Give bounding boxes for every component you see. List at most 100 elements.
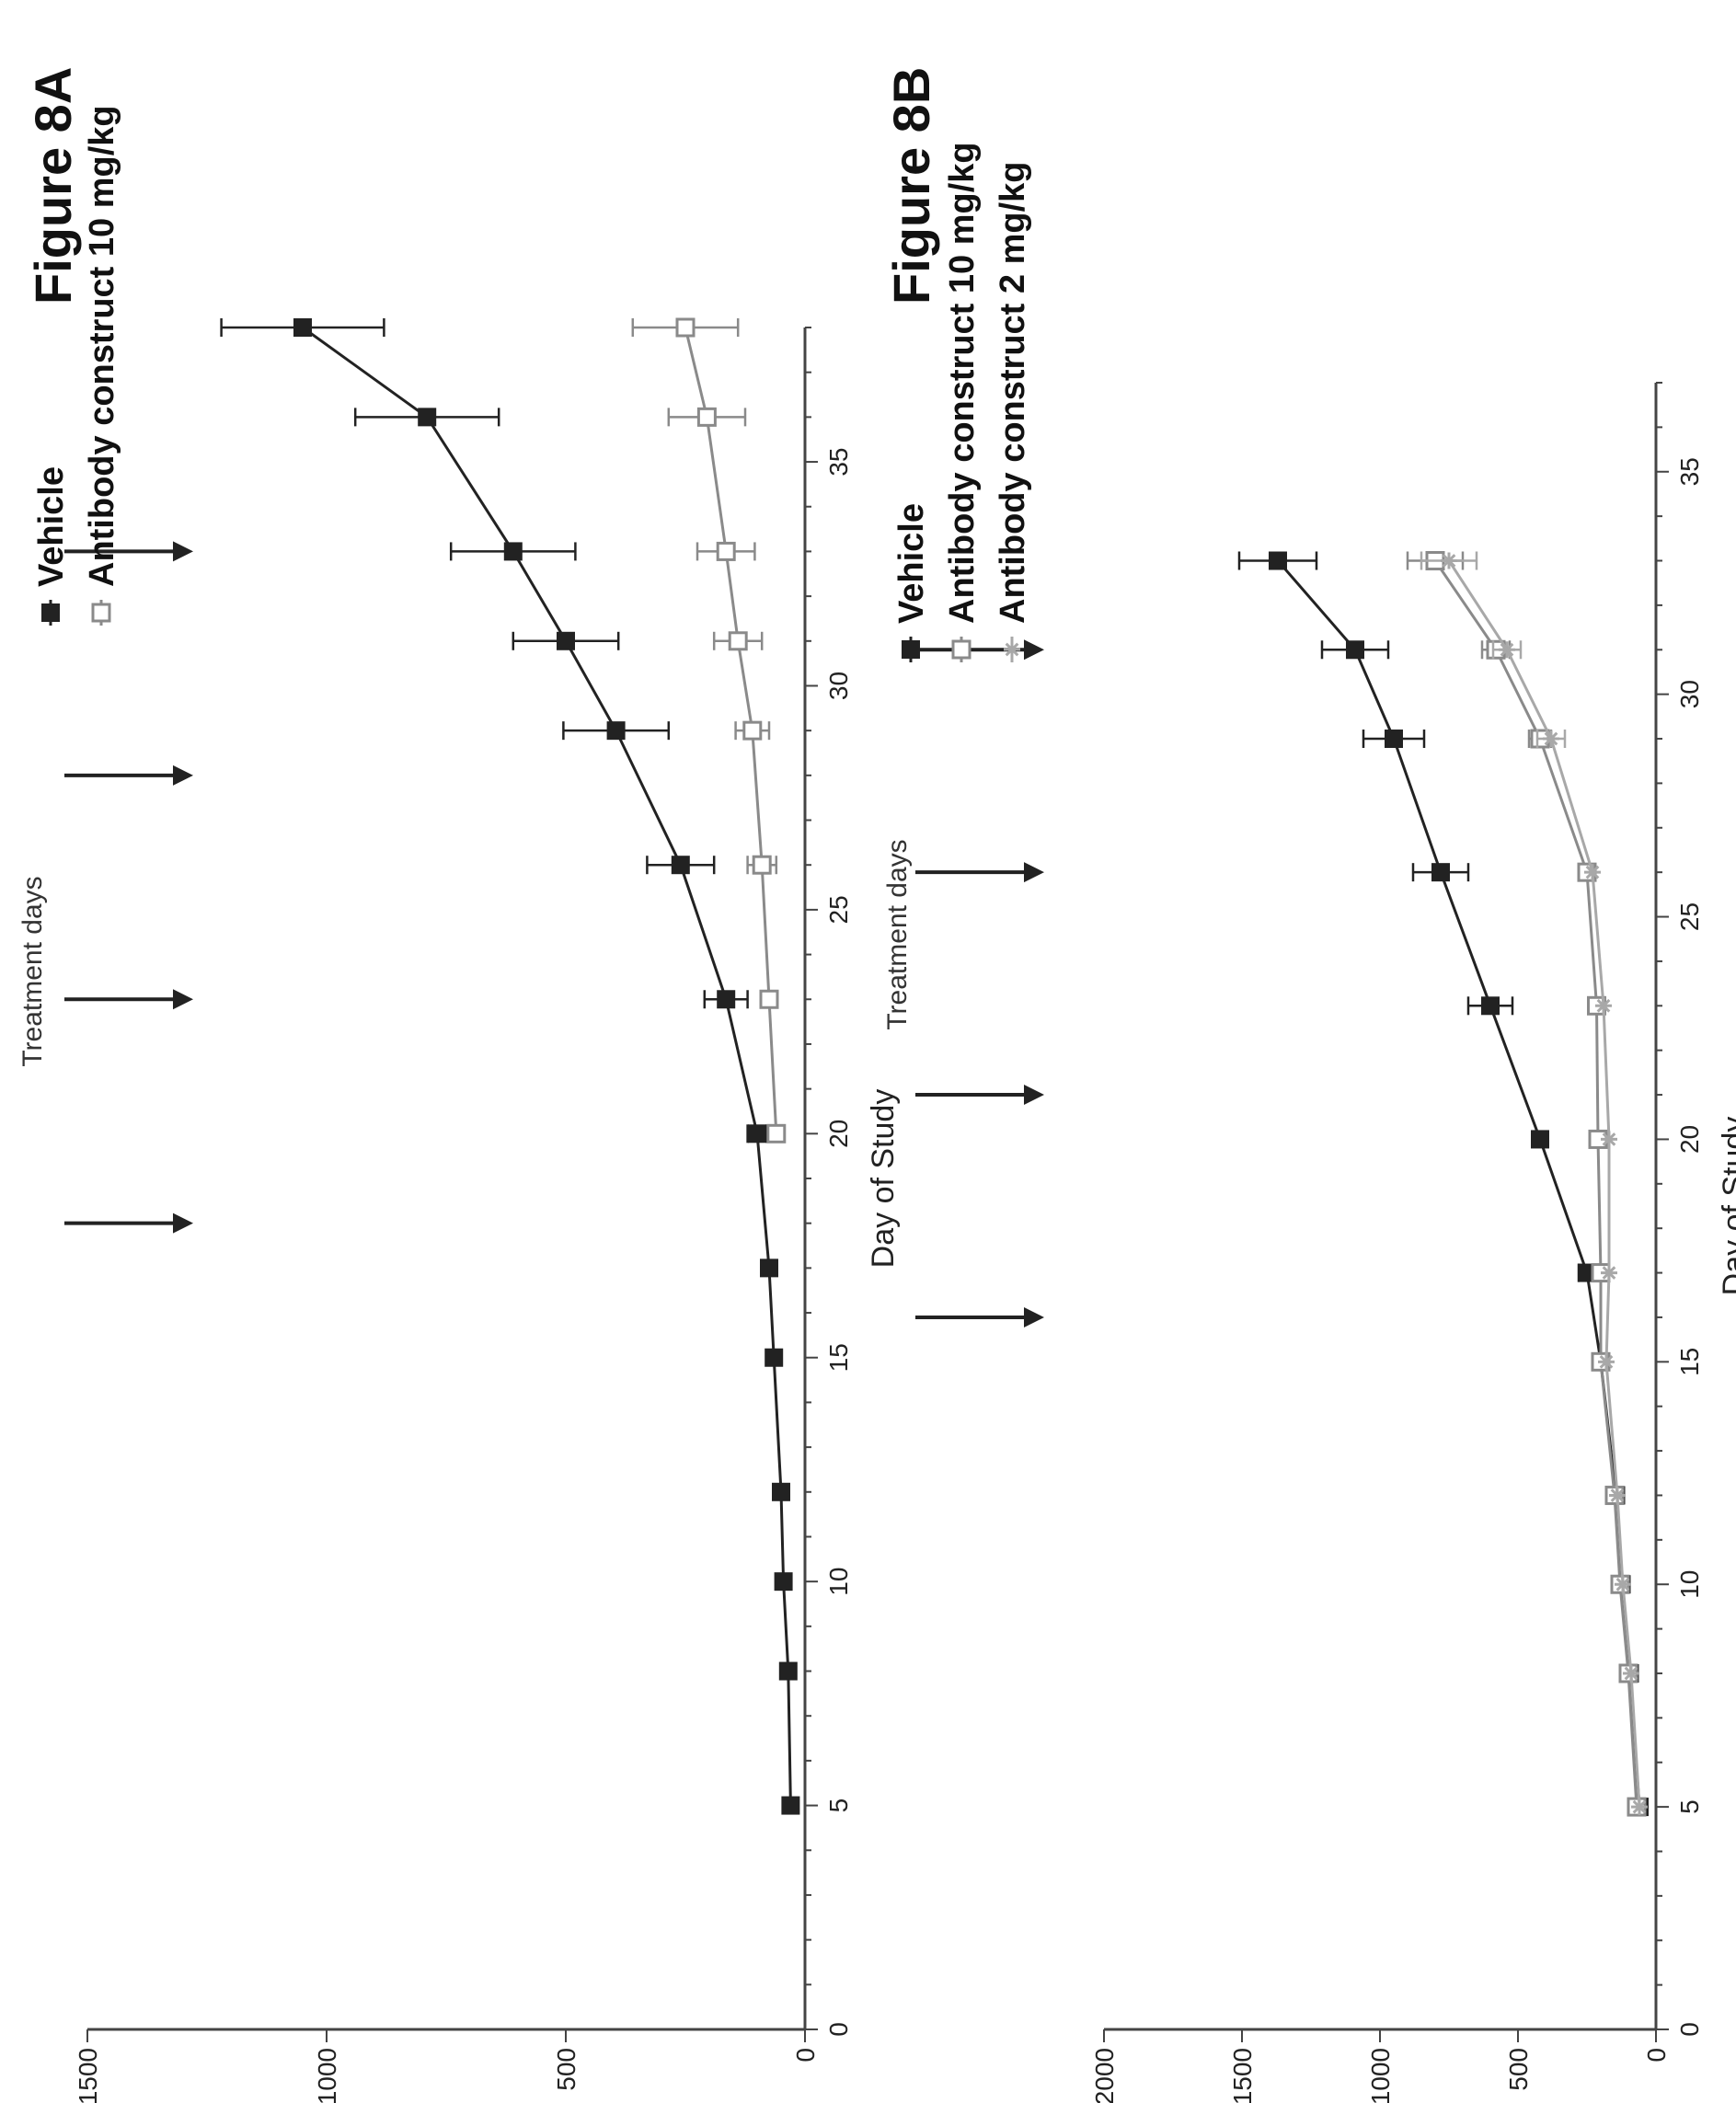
- treatment-days-label: Treatment days: [882, 839, 913, 1029]
- legend-marker: [1004, 641, 1020, 658]
- data-point: [759, 989, 779, 1009]
- legend-marker: [951, 639, 971, 660]
- legend-label: Vehicle: [32, 466, 71, 587]
- data-point: [1543, 730, 1559, 748]
- y-tick-label: 1500: [74, 2048, 102, 2103]
- data-point: [1595, 997, 1612, 1015]
- figure-8b-title: Figure 8B: [882, 66, 940, 305]
- x-tick-label: 0: [824, 2022, 853, 2037]
- legend-label: Vehicle: [892, 503, 931, 624]
- series-line: [1276, 559, 1641, 1808]
- treatment-arrow-head: [1024, 1085, 1044, 1106]
- data-point: [766, 1123, 787, 1143]
- data-point: [1346, 640, 1364, 660]
- data-point: [765, 1348, 784, 1367]
- data-point: [742, 720, 763, 741]
- data-point: [557, 631, 575, 650]
- x-tick-label: 10: [1675, 1570, 1704, 1599]
- data-point: [716, 541, 736, 561]
- data-point: [696, 407, 717, 427]
- data-point: [774, 1572, 793, 1592]
- data-point: [717, 990, 736, 1009]
- data-point: [606, 721, 626, 741]
- x-tick-label: 15: [824, 1343, 853, 1372]
- data-point: [1441, 552, 1457, 569]
- x-tick-label: 30: [824, 672, 853, 700]
- figure-8a-title: Figure 8A: [24, 66, 82, 305]
- data-point: [675, 317, 696, 338]
- data-point: [503, 542, 523, 561]
- treatment-days-label: Treatment days: [17, 876, 48, 1066]
- x-tick-label: 5: [824, 1798, 853, 1813]
- x-tick-label: 10: [824, 1568, 853, 1596]
- treatment-arrow-head: [173, 541, 193, 562]
- data-point: [1431, 863, 1450, 882]
- legend-marker: [91, 603, 111, 623]
- series-line: [1433, 559, 1638, 1808]
- x-tick-label: 5: [1675, 1799, 1704, 1814]
- legend-marker: [41, 603, 60, 622]
- y-tick-label: 1000: [313, 2048, 341, 2103]
- x-tick-label: 25: [1675, 902, 1704, 931]
- data-point: [1385, 730, 1403, 749]
- series-0: [220, 318, 800, 1815]
- x-tick-label: 35: [1675, 457, 1704, 486]
- series-line: [1447, 559, 1641, 1808]
- x-tick-label: 20: [1675, 1125, 1704, 1154]
- data-point: [1481, 996, 1500, 1016]
- x-axis-title: Day of Study: [1717, 1117, 1736, 1296]
- data-point: [1584, 864, 1601, 881]
- data-point: [671, 856, 690, 875]
- data-point: [728, 631, 748, 651]
- legend-label: Antibody construct 10 mg/kg: [83, 105, 121, 587]
- y-tick-label: 2000: [1090, 2048, 1119, 2103]
- data-point: [748, 1124, 766, 1143]
- data-point: [752, 855, 772, 875]
- data-point: [1601, 1264, 1617, 1281]
- data-point: [778, 1661, 798, 1681]
- legend: Vehicle Antibody construct 10 mg/kg Antibo…: [892, 142, 1032, 662]
- data-point: [781, 1796, 800, 1815]
- legend-marker: [902, 640, 920, 659]
- treatment-arrow-head: [173, 1212, 193, 1234]
- x-tick-label: 35: [824, 447, 853, 476]
- data-point: [1499, 641, 1515, 659]
- treatment-arrow-head: [1024, 1306, 1044, 1327]
- y-tick-label: 500: [1504, 2048, 1533, 2091]
- chart-figure-8b: 0 5 10 15 20 25 30 35 0 500 1000 1500 2000 Day of Stu…: [882, 142, 1736, 2103]
- data-point: [418, 408, 437, 427]
- series-2: [1420, 551, 1648, 1816]
- data-point: [1623, 1664, 1639, 1682]
- treatment-arrow-head: [173, 764, 193, 786]
- x-tick-label: 0: [1675, 2022, 1704, 2037]
- series-1: [631, 317, 787, 1143]
- panel-figure-8b: 0 5 10 15 20 25 30 35 0 500 1000 1500 2000 Day of Stu…: [865, 0, 1736, 2103]
- data-point: [1615, 1576, 1631, 1593]
- legend-label: Antibody construct 2 mg/kg: [994, 162, 1032, 624]
- treatment-arrow-head: [173, 989, 193, 1010]
- y-tick-label: 1500: [1228, 2048, 1257, 2103]
- data-point: [293, 318, 312, 337]
- y-tick-label: 1000: [1366, 2048, 1395, 2103]
- data-point: [760, 1258, 778, 1278]
- data-point: [772, 1482, 790, 1501]
- data-point: [1269, 551, 1287, 570]
- x-tick-label: 30: [1675, 680, 1704, 708]
- data-point: [1531, 1130, 1549, 1149]
- series-line: [302, 326, 792, 1806]
- data-point: [1631, 1798, 1648, 1816]
- treatment-arrow-head: [1024, 862, 1044, 883]
- series-line: [684, 327, 778, 1134]
- x-tick-label: 20: [824, 1120, 853, 1148]
- legend-label: Antibody construct 10 mg/kg: [943, 142, 982, 624]
- x-tick-label: 25: [824, 895, 853, 924]
- series-0: [1237, 551, 1649, 1817]
- x-tick-label: 15: [1675, 1348, 1704, 1376]
- y-tick-label: 0: [791, 2048, 820, 2063]
- legend: Vehicle Antibody construct 10 mg/kg: [32, 105, 121, 626]
- data-point: [1598, 1353, 1615, 1371]
- treatment-arrow-head: [1024, 639, 1044, 661]
